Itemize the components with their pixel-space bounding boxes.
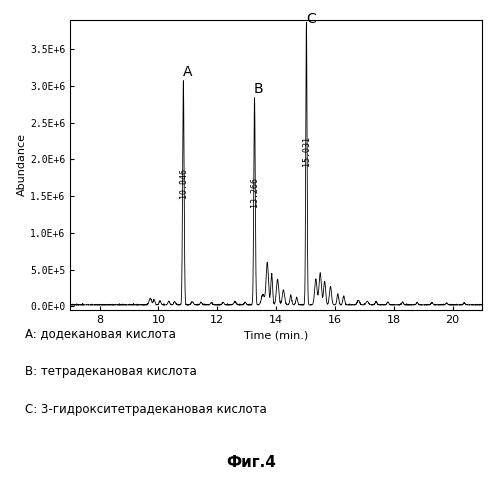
Text: A: A xyxy=(183,64,192,78)
Text: Фиг.4: Фиг.4 xyxy=(225,455,276,470)
Text: 10.846: 10.846 xyxy=(178,168,187,198)
X-axis label: Time (min.): Time (min.) xyxy=(243,330,308,340)
Text: 13.266: 13.266 xyxy=(249,178,259,208)
Text: B: тетрадекановая кислота: B: тетрадекановая кислота xyxy=(25,365,196,378)
Text: C: C xyxy=(305,12,315,26)
Text: A: додекановая кислота: A: додекановая кислота xyxy=(25,328,176,340)
Text: 15.031: 15.031 xyxy=(301,136,310,166)
Text: C: 3-гидрокситетрадекановая кислота: C: 3-гидрокситетрадекановая кислота xyxy=(25,402,267,415)
Y-axis label: Abundance: Abundance xyxy=(18,134,28,196)
Text: B: B xyxy=(254,82,263,96)
